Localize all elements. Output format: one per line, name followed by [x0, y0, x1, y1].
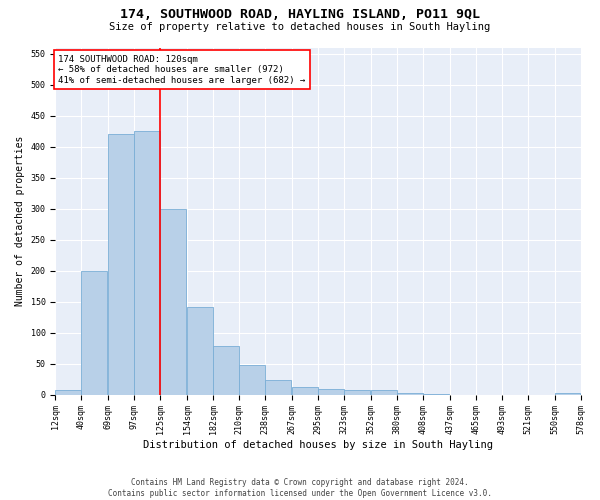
Bar [265, 380, 291, 394]
Bar [318, 388, 344, 394]
Text: 174, SOUTHWOOD ROAD, HAYLING ISLAND, PO11 9QL: 174, SOUTHWOOD ROAD, HAYLING ISLAND, PO1… [120, 8, 480, 20]
Bar [397, 393, 423, 394]
Bar [292, 388, 318, 394]
Y-axis label: Number of detached properties: Number of detached properties [15, 136, 25, 306]
Bar [55, 390, 81, 394]
Bar [108, 134, 134, 394]
Bar [187, 306, 213, 394]
Text: 174 SOUTHWOOD ROAD: 120sqm
← 58% of detached houses are smaller (972)
41% of sem: 174 SOUTHWOOD ROAD: 120sqm ← 58% of deta… [58, 55, 305, 84]
Bar [213, 346, 239, 395]
Bar [160, 208, 186, 394]
Bar [344, 390, 370, 394]
Bar [239, 365, 265, 394]
Bar [81, 270, 107, 394]
Bar [554, 393, 580, 394]
Text: Size of property relative to detached houses in South Hayling: Size of property relative to detached ho… [109, 22, 491, 32]
Bar [371, 390, 397, 394]
Text: Contains HM Land Registry data © Crown copyright and database right 2024.
Contai: Contains HM Land Registry data © Crown c… [108, 478, 492, 498]
Bar [134, 131, 160, 394]
X-axis label: Distribution of detached houses by size in South Hayling: Distribution of detached houses by size … [143, 440, 493, 450]
